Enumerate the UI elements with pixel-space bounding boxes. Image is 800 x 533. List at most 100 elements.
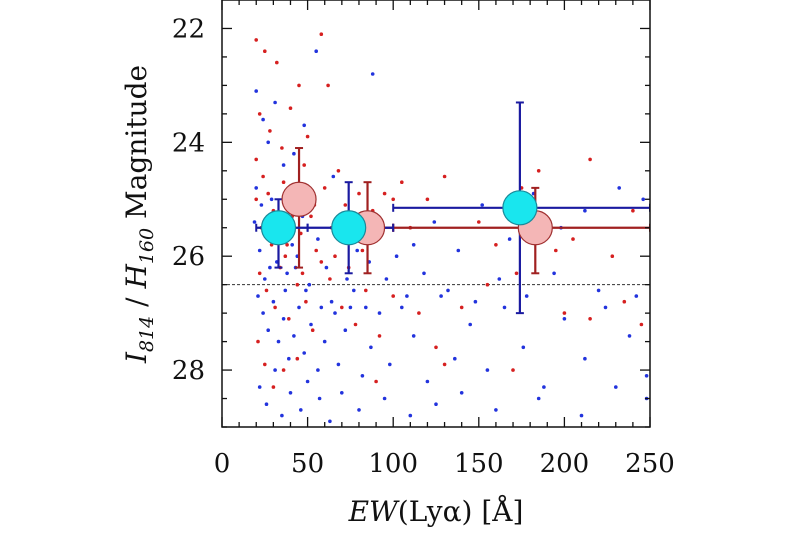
red-data-point (297, 83, 301, 88)
blue-data-point (377, 311, 382, 315)
x-tick-label: 100 (368, 449, 418, 479)
y-axis-title-i-sub: 814 (136, 316, 158, 352)
x-axis-title-rest: (Lyα) [Å] (398, 495, 524, 528)
blue-data-point (266, 140, 271, 145)
blue-data-point (596, 288, 601, 293)
blue-data-point (453, 356, 457, 361)
red-data-point (631, 208, 635, 213)
blue-data-point (434, 402, 438, 407)
blue-data-point (411, 334, 416, 338)
cyan-mean-marker (502, 190, 538, 226)
red-data-point (254, 157, 258, 162)
blue-data-point (583, 208, 587, 213)
pink-mean-marker (281, 181, 317, 217)
plot-frame (221, 0, 651, 428)
red-data-point (514, 271, 519, 276)
blue-data-point (281, 317, 286, 321)
blue-data-point (617, 186, 621, 190)
blue-data-point (405, 294, 409, 298)
blue-data-point (328, 419, 332, 424)
red-data-point (257, 271, 262, 276)
blue-data-point (468, 322, 473, 327)
red-data-point (310, 328, 315, 333)
blue-data-point (345, 277, 349, 281)
blue-data-point (352, 288, 356, 293)
blue-data-point (264, 402, 269, 407)
blue-data-point (502, 305, 507, 310)
blue-data-point (562, 317, 567, 321)
x-tick-label: 0 (214, 449, 231, 479)
red-data-point (309, 214, 313, 219)
plot-area (222, 32, 650, 424)
red-data-point (302, 163, 307, 167)
red-data-point (261, 174, 265, 179)
blue-data-point (322, 339, 327, 344)
red-data-point (382, 191, 387, 196)
blue-data-point (343, 328, 348, 333)
blue-data-point (307, 282, 312, 287)
blue-data-point (271, 299, 276, 304)
blue-data-point (422, 271, 426, 276)
red-data-point (494, 243, 498, 247)
blue-data-point (480, 203, 485, 207)
blue-data-point (432, 220, 437, 224)
blue-data-point (446, 288, 450, 293)
red-data-point (400, 180, 404, 184)
x-tick-label: 200 (540, 449, 590, 479)
red-data-point (288, 106, 293, 110)
y-axis-title-h: H (120, 264, 153, 290)
blue-data-point (408, 413, 413, 418)
blue-data-point (369, 345, 373, 350)
blue-data-point (285, 271, 289, 276)
blue-data-point (319, 305, 324, 310)
x-tick-label: 250 (625, 449, 675, 479)
x-axis-title-italic: EW (348, 495, 400, 528)
red-data-point (357, 191, 361, 196)
blue-data-point (292, 151, 296, 156)
blue-data-point (314, 49, 319, 53)
blue-data-point (259, 203, 264, 207)
blue-data-point (348, 305, 353, 310)
red-data-point (417, 311, 421, 315)
blue-data-point (254, 89, 258, 93)
red-data-point (588, 157, 592, 162)
axis-ticks (221, 0, 651, 428)
blue-data-point (494, 408, 498, 412)
red-data-point (554, 248, 558, 253)
red-data-point (281, 180, 286, 184)
blue-data-point (459, 391, 464, 395)
blue-data-point (302, 123, 307, 128)
red-data-point (442, 174, 447, 179)
blue-data-point (579, 413, 584, 418)
blue-data-point (370, 72, 375, 76)
red-data-point (273, 305, 277, 310)
blue-data-point (388, 362, 392, 367)
red-data-point (360, 248, 365, 253)
blue-data-point (297, 305, 301, 310)
red-data-point (336, 169, 341, 173)
blue-data-point (634, 294, 639, 298)
red-data-point (275, 60, 279, 65)
red-data-point (322, 186, 327, 190)
blue-data-point (261, 117, 265, 122)
red-data-point (257, 112, 262, 116)
blue-data-point (299, 408, 303, 412)
x-tick-label: 50 (291, 449, 324, 479)
red-data-point (305, 134, 310, 139)
blue-data-point (542, 385, 546, 389)
red-data-point (391, 197, 396, 202)
red-data-point (536, 169, 541, 173)
blue-data-point (384, 277, 389, 281)
blue-data-point (302, 351, 307, 355)
blue-data-point (261, 311, 265, 315)
blue-data-point (269, 197, 274, 202)
red-data-point (271, 385, 276, 389)
blue-data-point (507, 237, 512, 241)
blue-data-point (331, 174, 336, 179)
blue-data-point (497, 277, 502, 281)
red-data-point (459, 305, 464, 310)
blue-data-point (644, 374, 649, 378)
blue-data-point (340, 391, 344, 395)
blue-data-point (268, 265, 272, 270)
